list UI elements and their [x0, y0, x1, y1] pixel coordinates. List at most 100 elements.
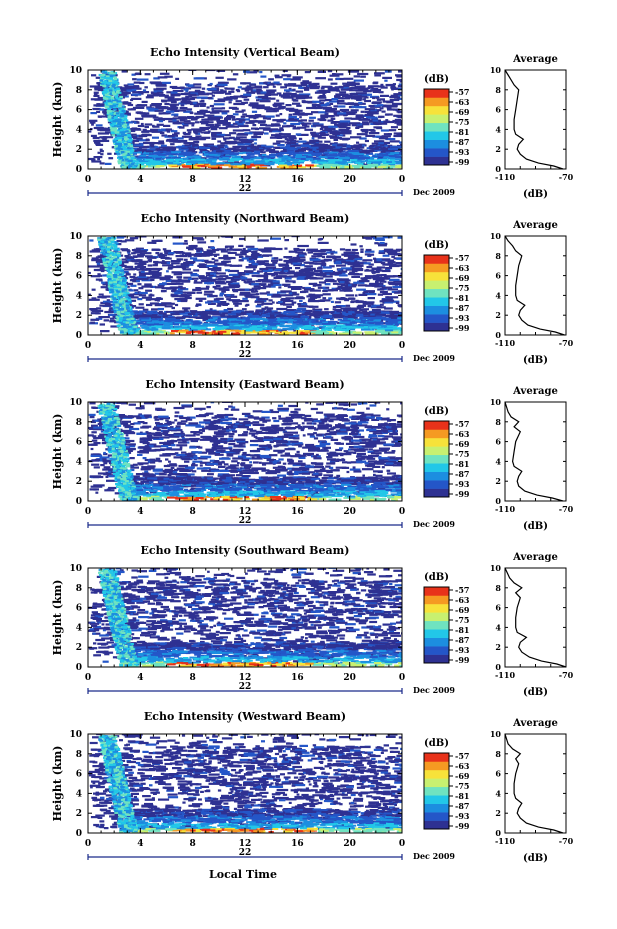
echo-cell [241, 109, 246, 112]
plume-cell [119, 156, 124, 160]
echo-cell [221, 112, 228, 115]
plume-cell [126, 155, 131, 158]
echo-cell [136, 78, 149, 81]
y-tick-label: 0 [76, 165, 82, 175]
echo-cell [193, 83, 202, 86]
echo-cell [288, 250, 298, 253]
echo-cell [214, 259, 219, 262]
echo-cell [305, 96, 309, 99]
echo-cell [222, 312, 232, 315]
echo-cell [350, 145, 361, 148]
echo-cell [244, 281, 250, 284]
echo-cell [324, 271, 331, 274]
echo-cell [269, 266, 272, 269]
echo-cell [295, 147, 307, 150]
echo-cell [172, 242, 184, 245]
echo-cell [353, 95, 358, 98]
echo-cell [263, 157, 271, 160]
echo-cell [318, 266, 322, 269]
plume-cell [99, 79, 104, 82]
echo-cell [188, 245, 194, 248]
echo-cell [309, 84, 318, 87]
echo-cell [345, 248, 351, 252]
echo-cell [292, 102, 301, 105]
echo-cell [317, 159, 325, 162]
echo-cell [358, 256, 363, 259]
echo-cell [222, 260, 231, 263]
echo-cell [190, 257, 198, 260]
echo-cell [367, 297, 375, 300]
echo-cell [395, 166, 401, 168]
echo-cell [378, 251, 386, 254]
echo-cell [237, 300, 249, 303]
echo-cell [290, 139, 296, 143]
plume-cell [130, 163, 135, 166]
colorbar-tick-label: -75 [455, 117, 469, 127]
echo-cell [350, 82, 360, 85]
echo-cell [256, 260, 264, 263]
echo-cell [316, 164, 328, 167]
echo-cell [363, 166, 372, 169]
echo-cell [309, 277, 318, 280]
echo-cell [278, 154, 283, 157]
echo-cell [188, 320, 199, 323]
panel-title: Echo Intensity (Vertical Beam) [150, 46, 340, 59]
average-y-tick-label: 10 [490, 65, 502, 75]
echo-cell [270, 155, 276, 158]
echo-cell [200, 122, 209, 125]
echo-cell [181, 266, 186, 269]
echo-cell [393, 162, 402, 165]
echo-cell [332, 165, 337, 168]
echo-cell [382, 76, 392, 79]
echo-cell [266, 310, 278, 313]
echo-cell [317, 136, 326, 139]
echo-cell [273, 271, 284, 274]
echo-cell [304, 128, 313, 131]
echo-cell [166, 270, 169, 273]
plume-cell [116, 97, 121, 100]
echo-cell [350, 283, 358, 286]
echo-cell [174, 132, 180, 135]
echo-cell [276, 321, 285, 324]
echo-cell [324, 112, 329, 115]
echo-cell [180, 271, 193, 274]
echo-cell [223, 138, 227, 141]
echo-cell [205, 121, 214, 124]
echo-cell [90, 98, 98, 101]
echo-cell [185, 152, 196, 155]
plume-cell [113, 116, 118, 119]
echo-cell [233, 138, 241, 141]
echo-cell [286, 309, 297, 312]
echo-cell [292, 84, 302, 87]
echo-cell [364, 331, 373, 334]
echo-cell [364, 108, 376, 111]
plume-cell [117, 122, 121, 125]
echo-cell [163, 124, 171, 127]
echo-cell [288, 109, 300, 112]
plume-cell [115, 144, 119, 147]
plume-cell [117, 121, 122, 124]
echo-cell [246, 259, 255, 262]
echo-cell [329, 161, 336, 163]
echo-cell [104, 162, 112, 165]
echo-cell [330, 252, 334, 255]
echo-cell [401, 88, 402, 91]
echo-cell [335, 287, 340, 290]
echo-cell [248, 153, 255, 156]
echo-cell [151, 92, 160, 95]
echo-cell [385, 138, 396, 141]
echo-cell [227, 78, 237, 81]
echo-cell [296, 109, 303, 112]
echo-cell [286, 75, 291, 78]
echo-cell [148, 260, 152, 263]
colorbar-swatch [424, 122, 449, 132]
echo-cell [148, 109, 159, 112]
colorbar-tick-label: -93 [455, 147, 470, 157]
echo-cell [145, 150, 154, 153]
plume-cell [112, 140, 117, 143]
echo-cell [395, 74, 402, 77]
echo-cell [319, 102, 325, 105]
echo-cell [362, 302, 374, 305]
echo-cell [94, 86, 103, 89]
echo-cell [185, 102, 197, 105]
